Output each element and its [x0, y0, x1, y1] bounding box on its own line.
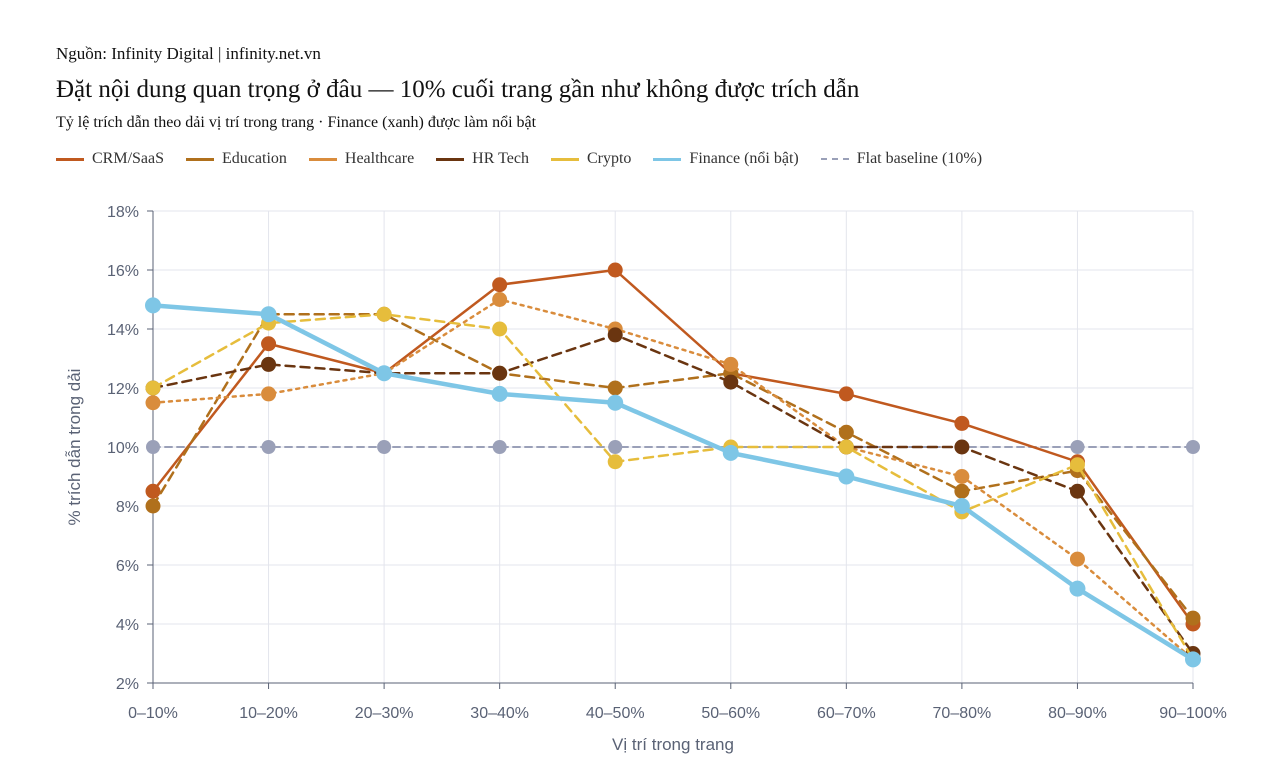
data-point-crm-saas — [607, 262, 623, 278]
data-point-crypto — [376, 306, 392, 322]
series-line-finance-n-i-b-t — [150, 303, 1196, 662]
data-point-crm-saas — [145, 483, 161, 499]
x-tick-label: 30–40% — [470, 705, 529, 722]
data-point-education — [954, 483, 970, 499]
legend-item: Finance (nổi bật) — [653, 150, 799, 168]
data-point-education — [838, 424, 854, 440]
y-tick-label: 8% — [116, 499, 139, 516]
data-point-crypto — [492, 321, 508, 337]
legend-swatch — [186, 157, 215, 161]
data-point-finance-n-i-b-t — [838, 468, 855, 485]
data-point-finance-n-i-b-t — [491, 385, 508, 402]
data-point-education — [607, 380, 623, 396]
series-line-healthcare — [151, 298, 1195, 661]
data-point-crm-saas — [261, 336, 277, 352]
data-point-healthcare — [145, 395, 161, 411]
data-point-crm-saas — [838, 386, 854, 402]
data-point-finance-n-i-b-t — [1069, 580, 1086, 597]
data-point-healthcare — [723, 356, 739, 372]
legend-item: CRM/SaaS — [56, 150, 164, 168]
y-tick-label: 14% — [107, 322, 139, 339]
data-point-crm-saas — [492, 277, 508, 293]
data-point-flat-baseline-10 — [1070, 440, 1085, 454]
data-point-flat-baseline-10 — [261, 440, 276, 454]
chart-title: Đặt nội dung quan trọng ở đâu — 10% cuối… — [56, 76, 860, 103]
legend-swatch — [653, 157, 682, 161]
x-tick-label: 20–30% — [355, 705, 414, 722]
data-point-hr-tech — [607, 327, 623, 343]
legend-item: Flat baseline (10%) — [820, 150, 983, 168]
data-point-flat-baseline-10 — [1186, 440, 1200, 454]
series-line-hr-tech — [151, 333, 1195, 655]
y-axis-title: % trích dẫn trong dải — [65, 369, 84, 526]
x-tick-label: 90–100% — [1159, 705, 1227, 722]
x-axis-title: Vị trí trong trang — [612, 735, 734, 754]
series-line-crypto — [151, 313, 1195, 661]
legend-label: CRM/SaaS — [92, 150, 165, 167]
y-tick-label: 6% — [116, 558, 139, 575]
y-tick-label: 16% — [107, 263, 139, 280]
data-point-finance-n-i-b-t — [376, 365, 393, 382]
data-point-finance-n-i-b-t — [145, 297, 161, 314]
data-point-healthcare — [261, 386, 277, 402]
y-tick-label: 10% — [107, 440, 139, 457]
data-point-hr-tech — [492, 365, 508, 381]
legend-item: Healthcare — [308, 150, 415, 168]
y-tick-label: 12% — [107, 381, 139, 398]
chart-legend: CRM/SaaS Education Healthcare HR Tech Crypto… — [56, 150, 982, 168]
legend-swatch — [436, 157, 465, 161]
series-line-crm-saas — [151, 268, 1195, 626]
data-point-education — [1185, 610, 1201, 626]
data-point-finance-n-i-b-t — [722, 444, 739, 461]
legend-swatch — [308, 157, 337, 161]
data-point-finance-n-i-b-t — [953, 498, 970, 514]
data-point-hr-tech — [954, 439, 970, 455]
data-point-education — [145, 498, 161, 514]
data-point-flat-baseline-10 — [146, 440, 160, 454]
legend-label: Finance (nổi bật) — [689, 150, 799, 167]
series-line-education — [151, 313, 1195, 620]
x-tick-label: 80–90% — [1048, 705, 1107, 722]
data-point-healthcare — [954, 469, 970, 484]
data-point-hr-tech — [261, 356, 277, 372]
data-point-flat-baseline-10 — [492, 440, 507, 454]
x-tick-label: 60–70% — [817, 705, 876, 722]
legend-swatch — [820, 158, 849, 160]
data-point-crypto — [145, 380, 161, 396]
data-point-crypto — [1069, 457, 1085, 473]
data-point-crypto — [607, 454, 623, 470]
y-tick-label: 18% — [107, 204, 139, 221]
data-point-crm-saas — [954, 415, 970, 431]
data-point-flat-baseline-10 — [608, 440, 623, 454]
data-point-hr-tech — [1069, 483, 1085, 499]
data-point-finance-n-i-b-t — [607, 394, 624, 411]
legend-swatch — [550, 157, 579, 161]
legend-label: HR Tech — [472, 150, 529, 167]
y-tick-label: 4% — [116, 617, 139, 634]
source-note: Nguồn: Infinity Digital | infinity.net.v… — [56, 44, 321, 63]
legend-label: Flat baseline (10%) — [856, 150, 983, 167]
chart-subtitle: Tỷ lệ trích dẫn theo dải vị trí trong tr… — [56, 114, 537, 131]
legend-item: Crypto — [550, 150, 632, 168]
y-tick-label: 2% — [116, 676, 139, 693]
data-point-crypto — [838, 439, 854, 455]
x-tick-label: 40–50% — [586, 705, 645, 722]
legend-label: Education — [222, 150, 287, 167]
x-tick-label: 70–80% — [933, 705, 992, 722]
legend-swatch — [56, 157, 84, 161]
legend-label: Crypto — [586, 150, 632, 167]
legend-item: HR Tech — [436, 150, 529, 168]
data-point-flat-baseline-10 — [377, 440, 392, 454]
x-tick-label: 50–60% — [701, 705, 760, 722]
data-point-healthcare — [492, 292, 508, 307]
data-point-healthcare — [1069, 551, 1085, 567]
legend-item: Education — [186, 150, 287, 168]
x-tick-label: 10–20% — [239, 705, 298, 722]
data-point-finance-n-i-b-t — [1185, 651, 1201, 668]
x-tick-label: 0–10% — [128, 705, 178, 722]
data-point-hr-tech — [723, 374, 739, 390]
data-point-finance-n-i-b-t — [260, 306, 277, 323]
legend-label: Healthcare — [344, 150, 415, 167]
